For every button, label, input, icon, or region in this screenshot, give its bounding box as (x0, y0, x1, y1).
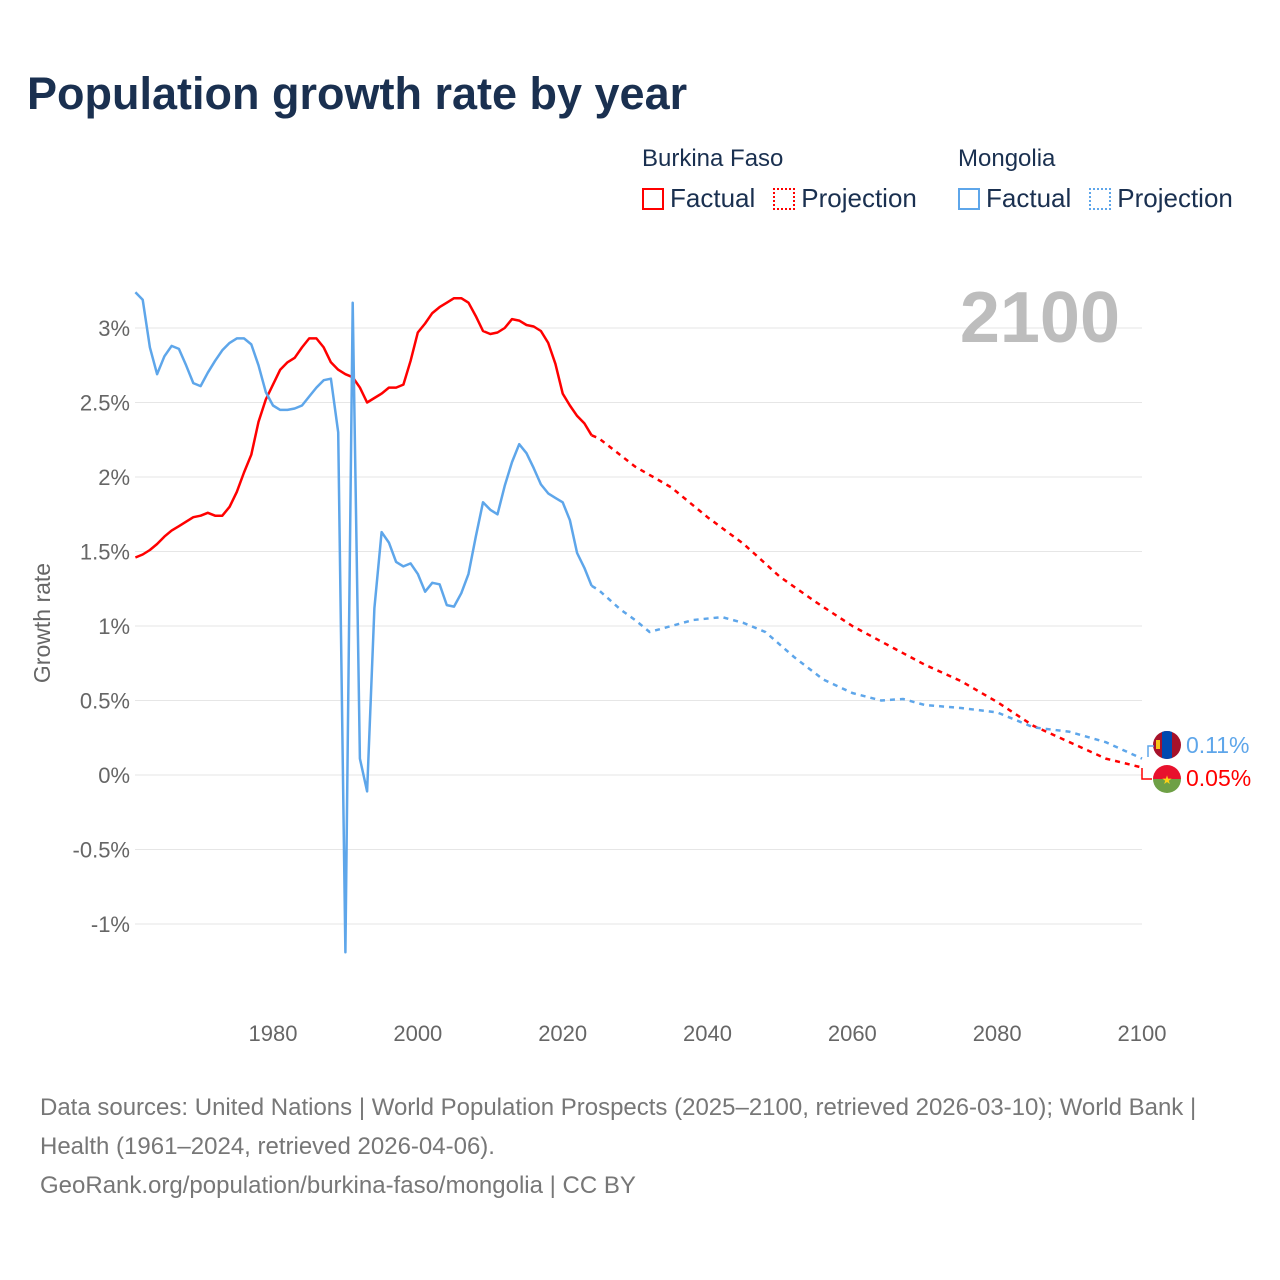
legend-label: Factual (670, 183, 756, 213)
y-tick-label: -0.5% (73, 838, 130, 863)
x-tick-label: 2020 (538, 1021, 587, 1046)
series-line-burkina-faso-factual (134, 296, 593, 559)
x-tick-label: 2060 (828, 1021, 877, 1046)
x-tick-label: 2040 (683, 1021, 732, 1046)
svg-text:★: ★ (1162, 773, 1173, 787)
legend-item-factual[interactable]: Factual (642, 183, 755, 214)
year-display: 2100 (960, 278, 1120, 358)
legend-group-label: Mongolia (958, 145, 1056, 172)
legend-item-factual[interactable]: Factual (958, 183, 1071, 214)
burkina-faso-flag-icon: ★ (1153, 765, 1181, 793)
series-line-mongolia-projection (590, 584, 1143, 760)
y-tick-label: 3% (98, 316, 130, 341)
y-tick-label: 1.5% (80, 540, 130, 565)
legend-label: Projection (801, 183, 917, 213)
y-tick-label: -1% (91, 912, 130, 937)
series-line-mongolia-factual (134, 291, 593, 954)
y-tick-label: 1% (98, 614, 130, 639)
legend-item-projection[interactable]: Projection (773, 183, 917, 214)
legend-label: Factual (986, 183, 1072, 213)
label-connector (1147, 745, 1154, 757)
series-line-burkina-faso-projection (591, 434, 1143, 769)
source-note: Data sources: United Nations | World Pop… (40, 1088, 1240, 1205)
x-tick-label: 2100 (1118, 1021, 1167, 1046)
legend-burkina-faso: Burkina Faso Factual Projection (642, 145, 917, 214)
legend-group-label: Burkina Faso (642, 145, 784, 172)
y-tick-label: 0.5% (80, 689, 130, 714)
source-url[interactable]: GeoRank.org/population/burkina-faso/mong… (40, 1172, 636, 1199)
legend-label: Projection (1117, 183, 1233, 213)
y-axis-label: Growth rate (29, 563, 55, 683)
end-label-burkina-faso: 0.05% (1186, 765, 1251, 791)
dotted-swatch-icon (773, 187, 796, 210)
legend-mongolia: Mongolia Factual Projection (958, 145, 1233, 214)
page-title: Population growth rate by year (27, 68, 688, 119)
solid-swatch-icon (642, 187, 664, 210)
source-text: Data sources: United Nations | World Pop… (40, 1094, 1197, 1160)
y-tick-label: 2% (98, 465, 130, 490)
label-connector (1141, 768, 1152, 780)
y-tick-label: 2.5% (80, 391, 130, 416)
end-label-mongolia: 0.11% (1186, 732, 1250, 758)
x-tick-label: 2080 (973, 1021, 1022, 1046)
x-tick-label: 2000 (393, 1021, 442, 1046)
dotted-swatch-icon (1089, 187, 1112, 210)
solid-swatch-icon (958, 187, 980, 210)
mongolia-flag-icon (1153, 731, 1181, 759)
y-tick-label: 0% (98, 763, 130, 788)
x-tick-label: 1980 (249, 1021, 298, 1046)
legend-item-projection[interactable]: Projection (1089, 183, 1233, 214)
